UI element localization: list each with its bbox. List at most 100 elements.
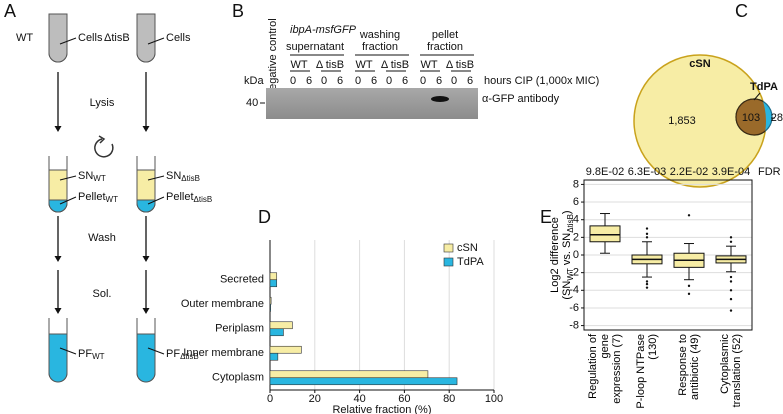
pf-label: PFΔtisB — [166, 348, 199, 361]
construct-label: ibpA-msfGFP — [290, 24, 357, 36]
arrow-head — [54, 126, 62, 132]
leader-line — [59, 37, 77, 45]
timepoint-label: 6 — [371, 75, 377, 87]
pf-text: PF — [78, 348, 92, 360]
ylabel-line: Log2 difference — [548, 217, 561, 293]
bar — [269, 345, 302, 354]
bar — [269, 377, 458, 386]
timepoint-label: 6 — [337, 75, 343, 87]
timepoint-label: 0 — [420, 75, 426, 87]
leader-line — [753, 92, 761, 101]
marker-label: 40 — [246, 97, 258, 109]
panel-label: B — [232, 1, 244, 21]
y-tick-label: Periplasm — [215, 323, 264, 335]
tube-content — [48, 13, 68, 63]
fdr-title: FDR — [758, 166, 781, 178]
panel-label: E — [540, 207, 552, 227]
venn-overlap — [735, 98, 766, 136]
strain-label: Δ tisB — [381, 59, 409, 71]
strain-label: WT — [16, 32, 33, 44]
outlier — [687, 214, 691, 217]
panel-label: A — [4, 1, 16, 21]
fdr-label: 2.2E-02 — [670, 166, 709, 178]
panel-label: D — [258, 207, 271, 227]
arrow-head — [142, 126, 150, 132]
legend-swatch — [443, 257, 454, 267]
leader-line — [59, 196, 77, 205]
subscript: ΔtisB — [181, 174, 200, 183]
y-tick-label: -6 — [569, 302, 579, 314]
fraction-label: supernatant — [286, 41, 344, 53]
category-text: Response to antibiotic (49) — [677, 334, 701, 401]
pellet-text: Pellet — [78, 191, 106, 203]
panel-label: C — [735, 1, 748, 21]
fdr-label: 6.3E-03 — [628, 166, 667, 178]
venn-count: 103 — [742, 112, 760, 124]
legend-label: TdPA — [457, 256, 484, 268]
timepoint-label: 6 — [467, 75, 473, 87]
leader-line — [147, 175, 165, 181]
leader-line — [147, 196, 165, 205]
venn-count: 1,853 — [668, 115, 696, 127]
ylabel-part: ) — [560, 210, 573, 215]
x-tick-label: Response to antibiotic (49) — [670, 334, 708, 410]
strain-label: WT — [290, 59, 307, 71]
bar — [269, 296, 272, 305]
x-tick-label: 60 — [398, 393, 410, 405]
bar — [269, 272, 278, 281]
y-tick-label: 4 — [573, 214, 579, 226]
pellet-text: Pellet — [166, 191, 194, 203]
bar — [269, 321, 293, 330]
bar — [269, 352, 279, 361]
bar — [269, 370, 429, 379]
step-label: Lysis — [90, 97, 115, 109]
y-tick-label: 6 — [573, 196, 579, 208]
x-tick-label: 80 — [443, 393, 455, 405]
strain-label: Δ tisB — [446, 59, 474, 71]
subscript: WT — [92, 352, 105, 361]
pf-label: PFWT — [78, 348, 105, 361]
subscript: ΔtisB — [194, 195, 213, 204]
pellet-label: PelletΔtisB — [166, 191, 212, 204]
y-tick-label: Outer membrane — [181, 298, 264, 310]
outlier — [729, 240, 733, 243]
tube-content — [48, 333, 68, 383]
outlier — [729, 297, 733, 301]
category-text: Cytoplasmic translation (52) — [719, 334, 743, 408]
kda-label: kDa — [244, 75, 264, 87]
plot-frame — [583, 179, 753, 331]
subscript: WT — [93, 174, 106, 183]
timepoint-label: 0 — [451, 75, 457, 87]
sn-label: SNΔtisB — [166, 170, 200, 183]
y-tick-label: 8 — [573, 178, 579, 190]
ylabel-part: (SN — [560, 280, 573, 300]
y-tick-label: -4 — [569, 284, 579, 296]
outlier — [645, 227, 649, 230]
timepoint-label: 0 — [290, 75, 296, 87]
outlier — [645, 232, 649, 236]
y-tick-label: Inner membrane — [183, 347, 264, 359]
timepoint-label: 0 — [386, 75, 392, 87]
x-tick-label: Cytoplasmic translation (52) — [712, 334, 750, 410]
legend-label: cSN — [457, 242, 478, 254]
outlier — [645, 286, 649, 289]
y-tick-label: Cytoplasm — [212, 372, 264, 384]
blot-band — [431, 96, 449, 102]
cells-label: Cells — [166, 32, 191, 44]
blot — [266, 88, 478, 119]
timepoint-label: 6 — [306, 75, 312, 87]
tube-content — [136, 333, 156, 383]
fraction-label: fraction — [427, 41, 463, 53]
step-label: Wash — [88, 232, 116, 244]
legend-swatch — [443, 243, 454, 253]
outlier — [687, 292, 691, 296]
x-tick-label: 0 — [267, 393, 273, 405]
x-tick-label: P-loop NTPase (130) — [628, 334, 666, 410]
arrow-head — [142, 308, 150, 314]
leader-line — [147, 347, 165, 355]
outlier — [729, 236, 733, 239]
sn-label: SNWT — [78, 170, 106, 183]
strain-label: ΔtisB — [104, 32, 130, 44]
fraction-label: washing — [359, 29, 400, 41]
